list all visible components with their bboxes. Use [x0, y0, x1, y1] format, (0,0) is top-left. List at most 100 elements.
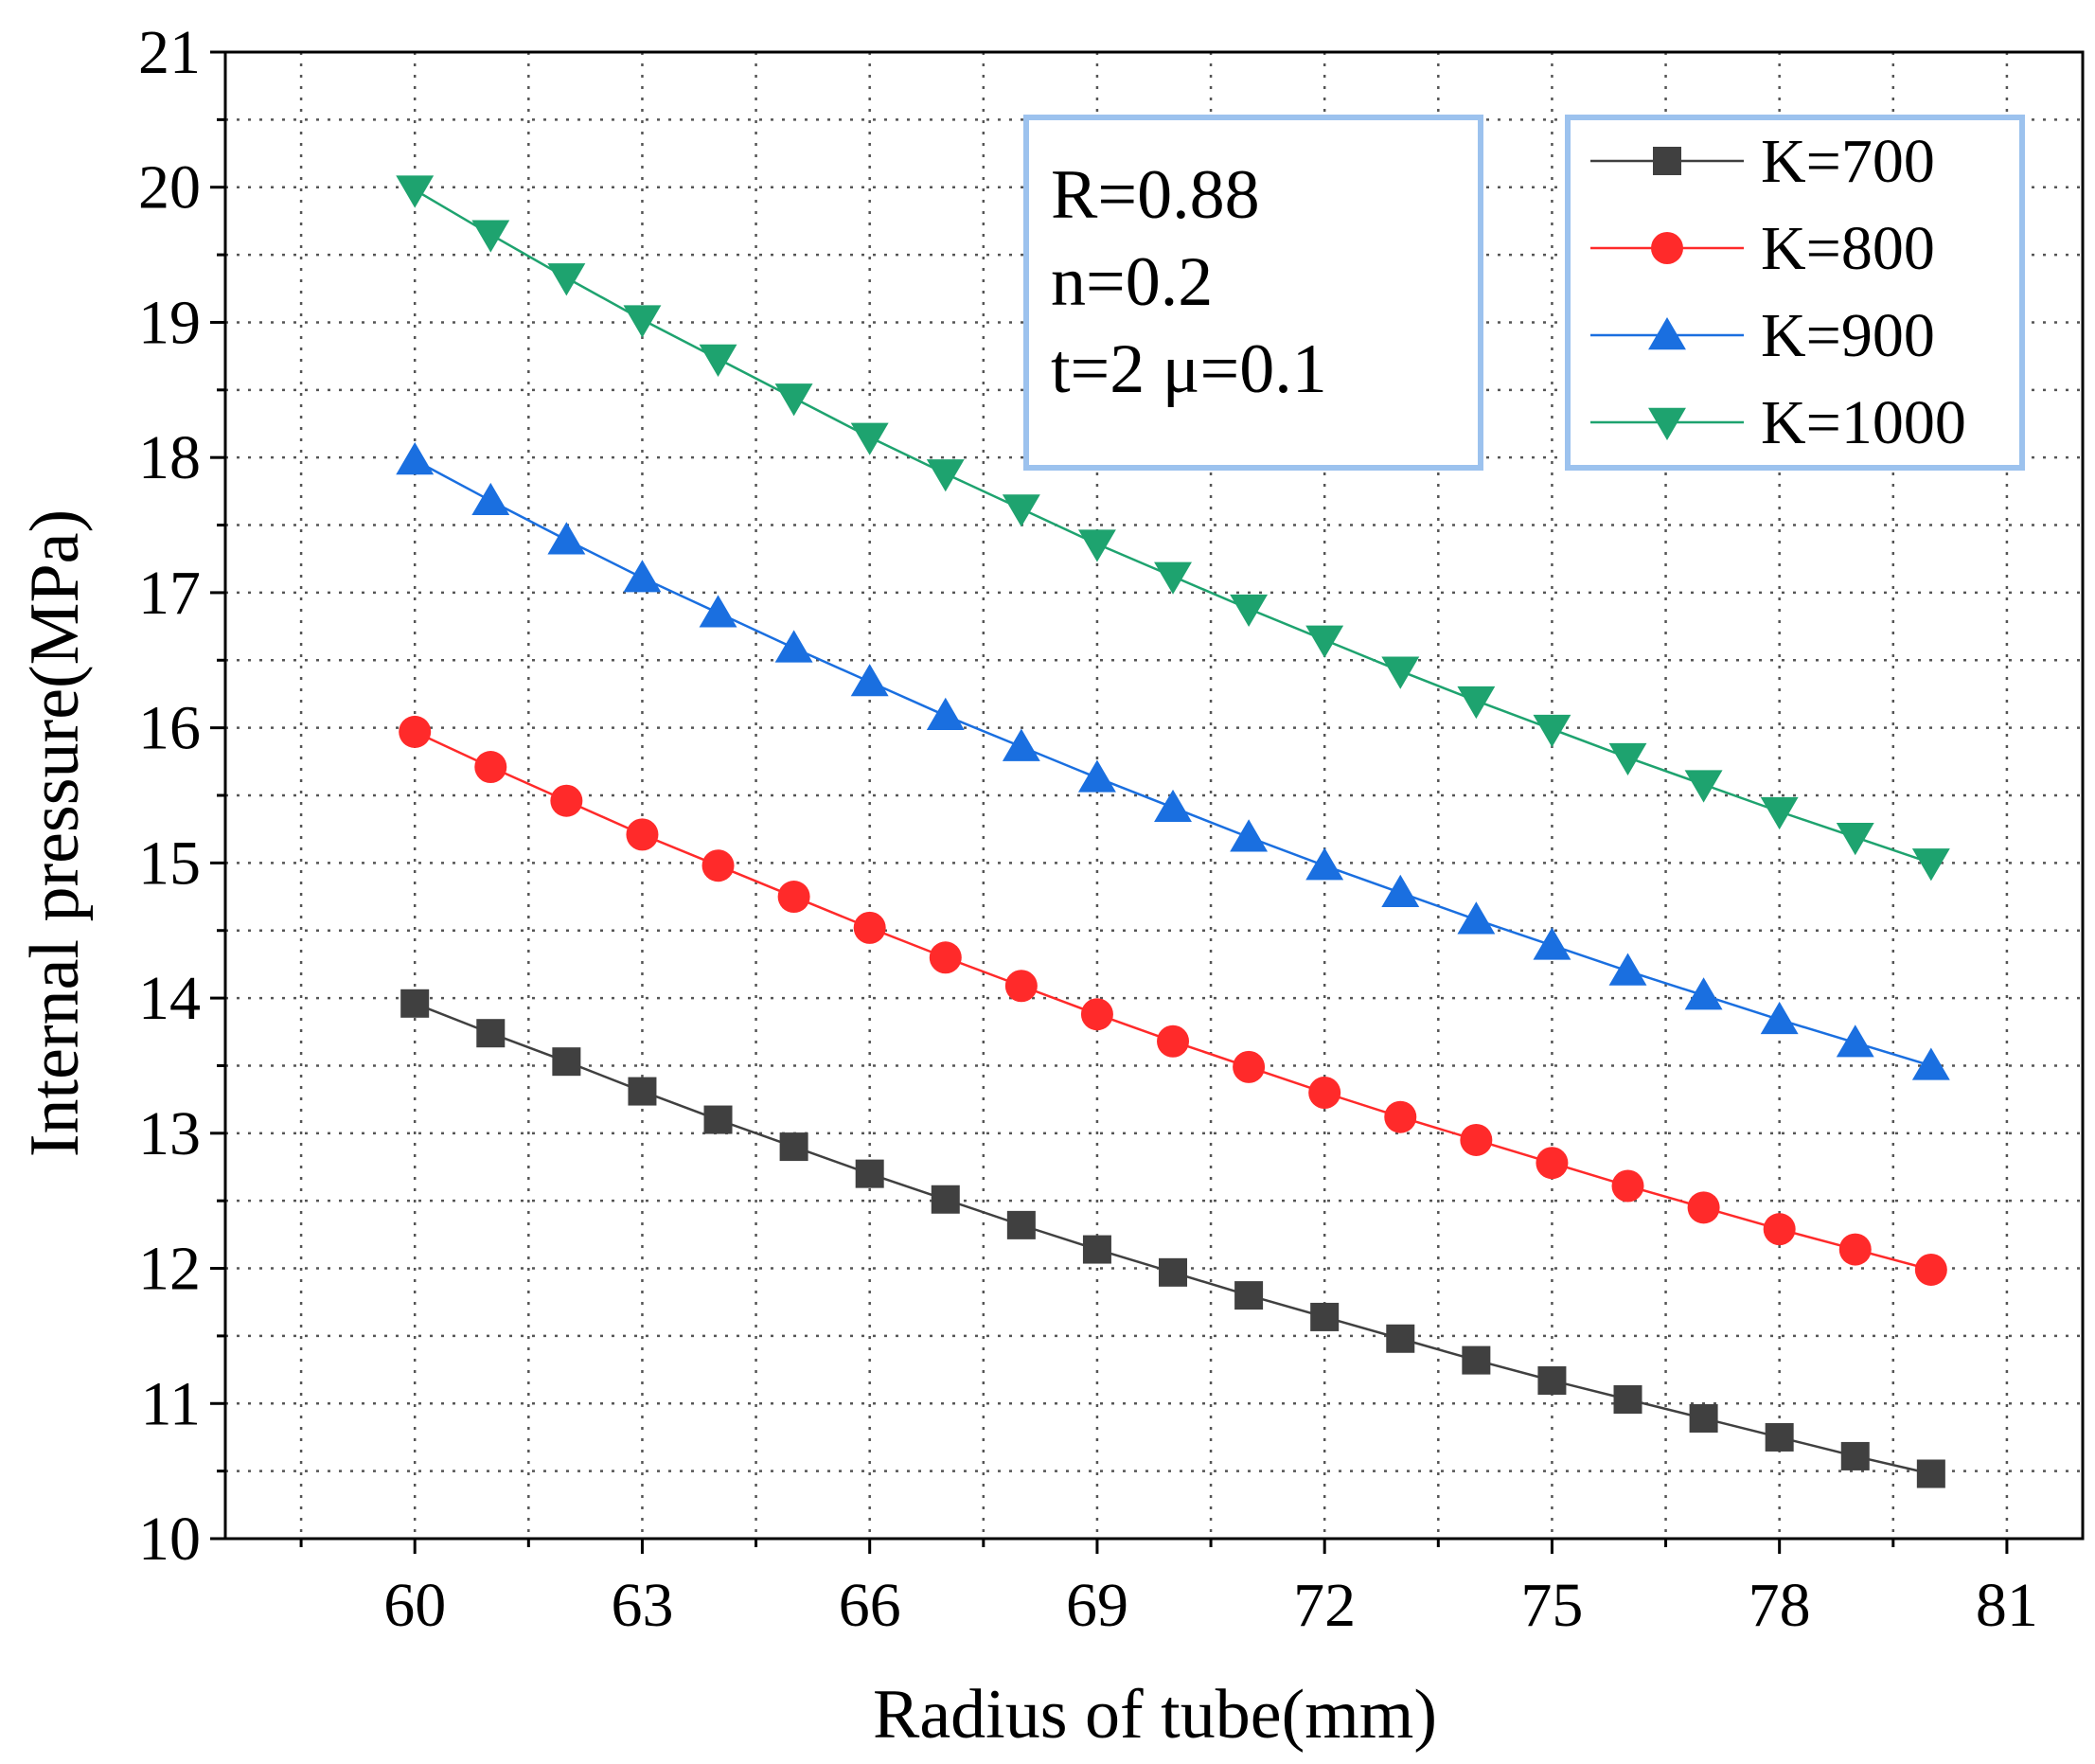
data-point — [701, 849, 735, 882]
data-point — [774, 383, 813, 417]
data-point — [1159, 1257, 1188, 1287]
data-point — [550, 784, 583, 817]
axes-layer: 60 63 66 69 72 75 78 81 10 11 12 13 14 15 16 17 18 19 20 21 — [138, 18, 2085, 1640]
data-point — [1305, 847, 1344, 881]
data-point — [471, 482, 510, 516]
data-point — [1310, 1302, 1340, 1331]
data-point — [929, 941, 962, 974]
data-point — [855, 1159, 884, 1188]
data-point — [853, 911, 886, 944]
data-point — [850, 422, 889, 455]
legend-item: K=800 — [1590, 214, 1935, 283]
y-tick-label: 12 — [138, 1235, 201, 1304]
data-point — [1004, 970, 1038, 1003]
data-point — [396, 442, 435, 475]
x-tick-label: 69 — [1066, 1571, 1128, 1640]
data-point — [1763, 1213, 1796, 1246]
data-point — [1457, 901, 1496, 935]
y-tick-label: 16 — [138, 694, 201, 763]
data-point — [1536, 1147, 1569, 1180]
y-tick-label: 10 — [138, 1505, 201, 1574]
legend-marker — [1648, 407, 1686, 440]
data-point — [1684, 770, 1723, 803]
annotation-frame — [1023, 115, 1483, 471]
data-point — [626, 818, 659, 851]
legend-label: K=700 — [1761, 127, 1935, 196]
data-point — [1077, 529, 1116, 562]
data-point — [1381, 874, 1420, 907]
x-tick-label: 66 — [839, 1571, 901, 1640]
data-point — [1608, 742, 1647, 776]
annotation-line: t=2 μ=0.1 — [1051, 330, 1327, 408]
legend-item: K=1000 — [1590, 388, 1966, 457]
series-0 — [400, 989, 1945, 1488]
series-3 — [396, 175, 1950, 882]
data-point — [1916, 1459, 1945, 1488]
series-layer — [396, 175, 1950, 1488]
legend-marker — [1653, 147, 1681, 175]
annotation-line: R=0.88 — [1051, 156, 1260, 234]
annotation-box: R=0.88 n=0.2 t=2 μ=0.1 — [1023, 115, 1483, 471]
data-point — [628, 1077, 657, 1106]
data-point — [1154, 789, 1192, 823]
x-tick-label: 60 — [383, 1571, 446, 1640]
x-axis-title: Radius of tube(mm) — [873, 1676, 1437, 1754]
y-tick-label: 19 — [138, 288, 201, 357]
series-1 — [399, 715, 1947, 1286]
data-point — [1765, 1422, 1794, 1452]
data-point — [1080, 998, 1113, 1031]
data-point — [1613, 1384, 1642, 1414]
data-point — [1308, 1077, 1341, 1109]
y-tick-label: 20 — [138, 153, 201, 223]
data-point — [399, 715, 432, 748]
data-point — [926, 697, 965, 730]
data-point — [1002, 494, 1040, 527]
data-point — [1460, 1123, 1493, 1156]
data-point — [777, 881, 810, 914]
data-point — [1462, 1345, 1491, 1375]
data-point — [1838, 1233, 1872, 1266]
data-point — [1230, 594, 1269, 628]
y-tick-label: 15 — [138, 829, 201, 898]
legend: K=700 K=800 K=900 K=1000 — [1565, 115, 2025, 471]
data-point — [1911, 848, 1950, 882]
data-point — [623, 305, 662, 338]
data-point — [774, 630, 813, 663]
data-point — [1760, 1001, 1799, 1035]
data-point — [1234, 1281, 1264, 1310]
x-tick-label: 75 — [1520, 1571, 1583, 1640]
data-point — [1836, 823, 1874, 856]
data-point — [1386, 1324, 1415, 1353]
data-point — [926, 459, 965, 492]
data-point — [623, 560, 662, 593]
data-point — [779, 1132, 808, 1162]
legend-marker — [1648, 317, 1686, 350]
x-tick-label: 72 — [1293, 1571, 1356, 1640]
data-point — [1533, 714, 1571, 748]
data-point — [1154, 561, 1192, 595]
data-point — [1305, 625, 1344, 658]
data-point — [1006, 1210, 1036, 1239]
data-point — [931, 1185, 960, 1214]
data-point — [552, 1047, 581, 1077]
data-point — [547, 263, 586, 296]
data-point — [474, 751, 507, 784]
data-point — [1689, 1403, 1718, 1433]
series-2 — [396, 442, 1950, 1080]
y-tick-label: 17 — [138, 559, 201, 628]
data-point — [850, 664, 889, 697]
data-point — [1230, 819, 1269, 852]
data-point — [400, 989, 430, 1018]
y-tick-label: 18 — [138, 423, 201, 492]
data-point — [1760, 796, 1799, 830]
data-point — [699, 595, 737, 628]
data-point — [1077, 759, 1116, 793]
annotation-line: n=0.2 — [1051, 243, 1213, 321]
data-point — [476, 1019, 506, 1048]
legend-label: K=900 — [1761, 301, 1935, 370]
data-point — [1233, 1050, 1266, 1083]
data-point — [1836, 1025, 1874, 1058]
data-point — [471, 220, 510, 253]
data-point — [1381, 656, 1420, 689]
